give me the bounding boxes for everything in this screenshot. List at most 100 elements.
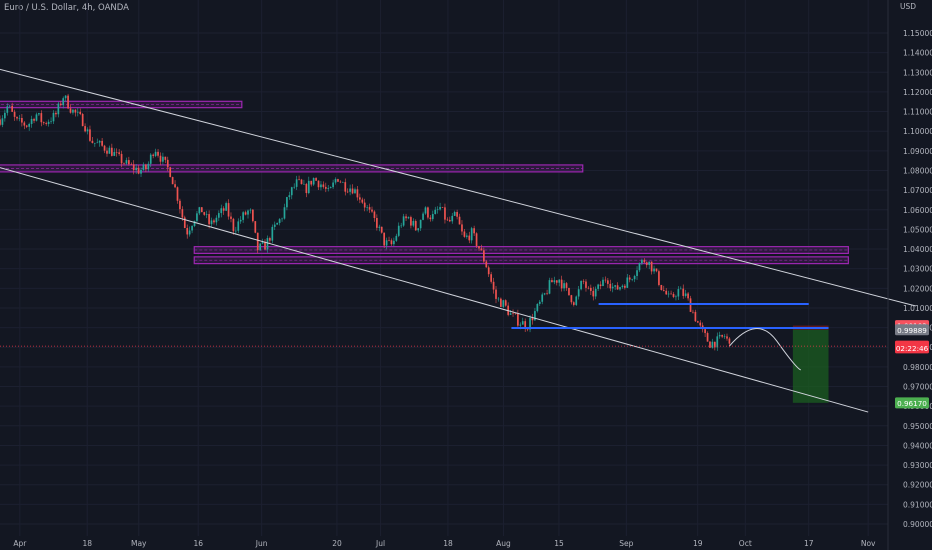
- candle-body: [208, 214, 210, 225]
- candle-body: [62, 98, 65, 106]
- candle-body: [106, 150, 108, 154]
- candle-body: [45, 123, 48, 124]
- candle-body: [385, 240, 388, 246]
- candle-body: [643, 259, 646, 263]
- y-tick-label: 1.11000: [903, 108, 932, 117]
- candle-body: [135, 167, 138, 171]
- candle-body: [444, 207, 446, 220]
- candle-body: [456, 211, 458, 217]
- candle-body: [463, 231, 466, 237]
- candle-body: [492, 281, 495, 290]
- candle-body: [458, 216, 461, 225]
- candle-body: [388, 240, 390, 241]
- candle-body: [349, 188, 351, 192]
- candle-body: [602, 279, 604, 287]
- chart-title: Euro / U.S. Dollar, 4h, OANDA: [4, 3, 129, 13]
- candle-body: [74, 109, 77, 113]
- candle-body: [487, 267, 490, 275]
- x-tick-label: Sep: [619, 539, 633, 548]
- candle-body: [689, 298, 692, 312]
- candle-body: [222, 208, 225, 211]
- price-badge: [895, 342, 929, 354]
- candle-body: [582, 281, 585, 282]
- candle-body: [512, 313, 514, 314]
- candle-body: [565, 283, 568, 288]
- candle-body: [96, 142, 99, 144]
- candle-body: [434, 209, 437, 215]
- candle-body: [213, 220, 215, 223]
- candle-body: [470, 228, 473, 241]
- candle-body: [609, 283, 612, 289]
- candle-body: [315, 178, 317, 181]
- x-tick-label: 19: [693, 539, 703, 548]
- candle-body: [400, 225, 403, 227]
- candle-body: [346, 191, 349, 193]
- candle-body: [436, 209, 439, 211]
- candle-body: [298, 179, 300, 180]
- candle-body: [47, 121, 50, 124]
- candle-body: [599, 284, 602, 287]
- candle-body: [667, 293, 670, 295]
- candle-body: [371, 209, 373, 212]
- candle-body: [563, 283, 565, 289]
- candle-body: [580, 281, 582, 290]
- candle-body: [179, 200, 181, 210]
- candle-body: [33, 118, 35, 121]
- candle-body: [577, 289, 580, 297]
- candle-body: [230, 216, 232, 219]
- x-tick-label: May: [131, 539, 147, 548]
- price-axis[interactable]: 1.15000 1.14000 1.13000 1.12000 1.11000 1.100…: [887, 0, 932, 550]
- candle-body: [614, 285, 617, 287]
- candle-body: [502, 300, 505, 307]
- candle-body: [307, 180, 310, 194]
- candle-body: [276, 222, 279, 225]
- y-tick-label: 1.06000: [903, 206, 932, 215]
- candle-body: [422, 213, 424, 220]
- candle-body: [140, 169, 142, 174]
- candle-body: [517, 313, 519, 326]
- candle-body: [191, 225, 193, 231]
- x-tick-label: 18: [443, 539, 453, 548]
- candle-body: [692, 311, 694, 313]
- candle-body: [351, 188, 354, 194]
- candle-body: [597, 284, 599, 289]
- candle-body: [176, 187, 179, 201]
- price-badge: [895, 397, 929, 409]
- candle-body: [529, 317, 531, 330]
- price-badge: [895, 324, 929, 336]
- y-tick-label: 1.15000: [903, 29, 932, 38]
- candle-body: [397, 225, 400, 236]
- candle-body: [339, 181, 342, 183]
- candle-body: [468, 235, 471, 241]
- time-axis[interactable]: Apr 18 May 16 Jun 20 Jul 18 Aug 15 Sep 19 Oct 17 Nov: [13, 539, 876, 548]
- x-tick-label: Oct: [739, 539, 752, 548]
- candle-body: [4, 112, 6, 119]
- short-position: [792, 325, 829, 403]
- candle-body: [548, 280, 551, 294]
- candle-body: [312, 178, 315, 185]
- price-badge-label: 0.96170: [897, 399, 927, 408]
- candle-body: [427, 207, 429, 218]
- candle-body: [91, 140, 94, 143]
- channel-line: [0, 167, 869, 413]
- y-tick-label: 1.09000: [903, 147, 932, 156]
- candle-body: [1, 118, 4, 125]
- candle-body: [322, 184, 325, 187]
- candle-body: [373, 211, 376, 218]
- candle-body: [684, 293, 687, 296]
- candle-body: [534, 311, 536, 321]
- candle-body: [132, 164, 135, 171]
- candle-body: [726, 336, 728, 339]
- candle-body: [687, 293, 689, 299]
- candle-body: [670, 293, 672, 295]
- candle-body: [490, 274, 492, 282]
- candle-body: [125, 160, 128, 164]
- candle-body: [475, 233, 478, 247]
- candle-body: [414, 221, 417, 231]
- candle-body: [157, 151, 159, 156]
- candle-body: [72, 109, 74, 113]
- candle-body: [706, 333, 709, 342]
- candle-body: [79, 111, 82, 114]
